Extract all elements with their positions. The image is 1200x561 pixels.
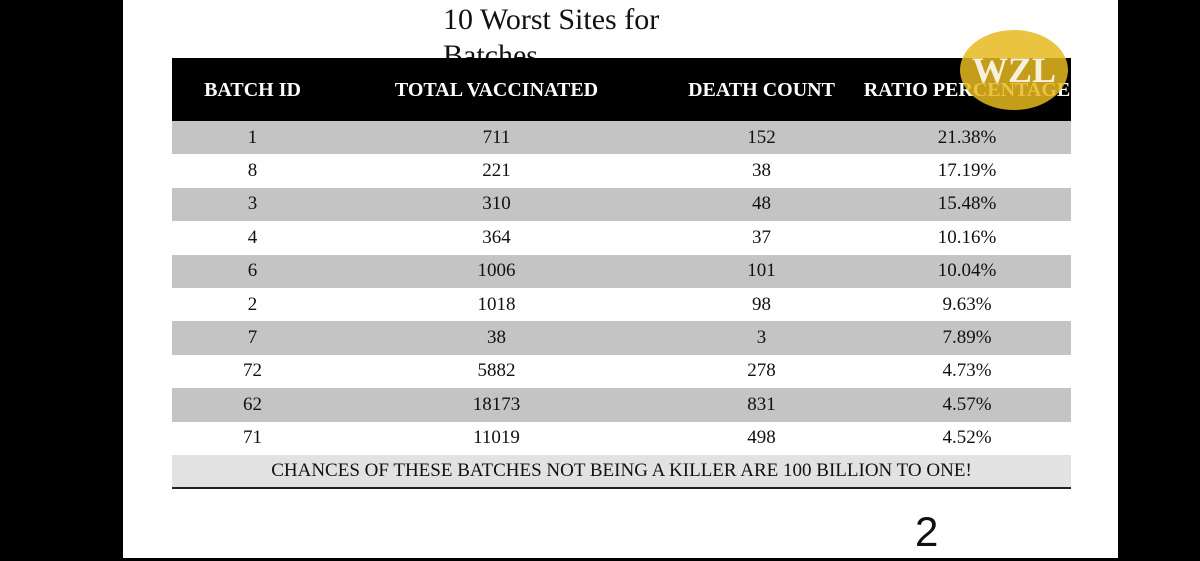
data-table: BATCH ID TOTAL VACCINATED DEATH COUNT RATIO… (172, 58, 1071, 489)
header-row: BATCH ID TOTAL VACCINATED DEATH COUNT RATIO… (172, 58, 1071, 121)
table-cell: 4.57% (863, 388, 1071, 422)
footer-cell: CHANCES OF THESE BATCHES NOT BEING A KIL… (172, 454, 1071, 489)
table-row: 71 11019 498 4.52% (172, 422, 1071, 455)
table-cell: 62 (172, 388, 333, 422)
table-cell: 498 (747, 427, 776, 449)
table-cell: 310 (333, 187, 660, 222)
table-body: 1 711 152 21.38% 8 221 38 17.19% 3 310 48 15.48% 4 36… (172, 121, 1071, 489)
table-row: 2 1018 98 9.63% (172, 288, 1071, 321)
table-row: 6 1006 101 10.04% (172, 254, 1071, 288)
table-cell: 17.19% (937, 160, 997, 182)
table-cell: 72 (243, 360, 262, 382)
table-cell: 10.16% (937, 226, 997, 248)
table-cell: 152 (660, 121, 863, 155)
table-cell: 18173 (333, 388, 660, 422)
table-cell: 8 (247, 160, 258, 182)
table-row: 7 38 3 7.89% (172, 321, 1071, 355)
table-cell: 15.48% (863, 187, 1071, 222)
table-row: 62 18173 831 4.57% (172, 388, 1071, 422)
table-cell: 101 (660, 254, 863, 288)
table-cell: 221 (482, 160, 511, 182)
table-cell: 6 (172, 254, 333, 288)
table-cell: 11019 (473, 427, 520, 449)
table-cell: 711 (333, 121, 660, 155)
footer-row: CHANCES OF THESE BATCHES NOT BEING A KIL… (172, 454, 1071, 489)
table-cell: 48 (660, 187, 863, 222)
table-row: 1 711 152 21.38% (172, 121, 1071, 155)
table-cell: 38 (752, 160, 771, 182)
table-row: 72 5882 278 4.73% (172, 355, 1071, 388)
table-cell: 4.52% (942, 427, 992, 449)
table-cell: 21.38% (863, 121, 1071, 155)
slide-title: 10 Worst Sites for Batches (443, 3, 660, 72)
header-cell: BATCH ID (172, 58, 333, 121)
table-cell: 1018 (477, 293, 516, 315)
table-cell: 71 (243, 427, 262, 449)
table-cell: 98 (752, 293, 771, 315)
table-cell: 278 (747, 360, 776, 382)
table-cell: 37 (752, 226, 771, 248)
table-cell: 4 (247, 226, 258, 248)
header-cell: DEATH COUNT (660, 58, 863, 121)
table-row: 3 310 48 15.48% (172, 187, 1071, 222)
table-cell: 38 (333, 321, 660, 355)
watermark: WZL (960, 30, 1068, 110)
table-cell: 831 (660, 388, 863, 422)
table-cell: 2 (247, 293, 258, 315)
table-cell: 7 (172, 321, 333, 355)
table-cell: 1 (172, 121, 333, 155)
table-cell: 10.04% (863, 254, 1071, 288)
table-cell: 7.89% (863, 321, 1071, 355)
table-cell: 364 (482, 226, 511, 248)
table-cell: 4.73% (942, 360, 992, 382)
table-cell: 3 (172, 187, 333, 222)
header-cell: TOTAL VACCINATED (333, 58, 660, 121)
table-row: 8 221 38 17.19% (172, 154, 1071, 187)
page-number: 2 (915, 508, 939, 555)
table-cell: 9.63% (942, 293, 992, 315)
slide: 10 Worst Sites for Batches BATCH ID TOTAL… (123, 0, 1118, 558)
table-cell: 1006 (333, 254, 660, 288)
table-cell: 5882 (477, 360, 516, 382)
table-row: 4 364 37 10.16% (172, 221, 1071, 254)
table-cell: 3 (660, 321, 863, 355)
